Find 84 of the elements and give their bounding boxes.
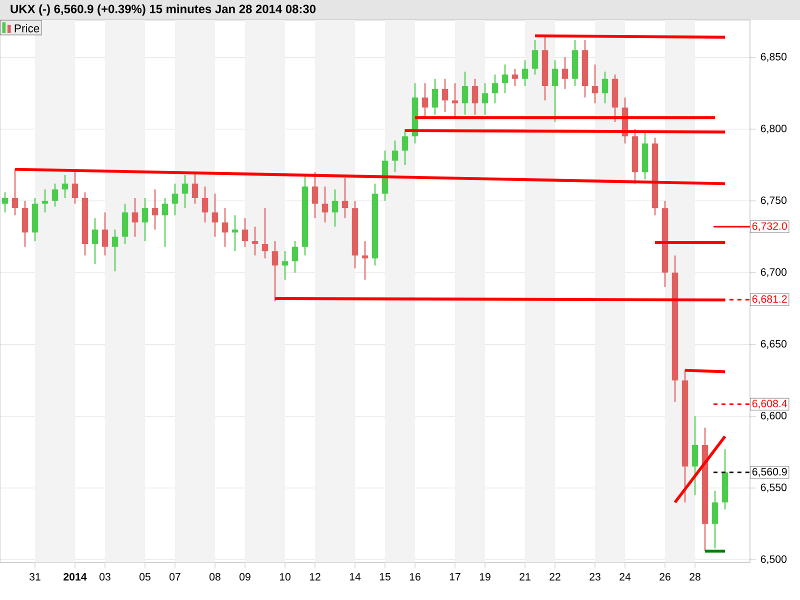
candlestick xyxy=(512,68,518,87)
x-tick-label: 24 xyxy=(620,573,631,580)
candlestick xyxy=(362,240,368,280)
candlestick xyxy=(12,168,18,216)
candlestick xyxy=(602,71,608,104)
candlestick xyxy=(332,188,338,228)
x-tick-label: 12 xyxy=(310,573,320,580)
x-tick-label: 2014 xyxy=(64,573,87,581)
candlestick xyxy=(52,183,58,208)
x-tick-label: 07 xyxy=(170,573,180,581)
x-tick-label: 03 xyxy=(100,573,110,581)
candlestick xyxy=(62,174,68,199)
x-tick-label: 19 xyxy=(480,573,490,581)
x-tick-label: 16 xyxy=(410,573,420,581)
candlestick xyxy=(252,226,258,256)
candlestick xyxy=(2,192,8,213)
x-tick-label: 17 xyxy=(450,573,460,580)
ref-line-label: 6,608.4 xyxy=(752,400,788,409)
x-tick-label: 10 xyxy=(280,573,290,581)
y-tick-label: 6,500 xyxy=(760,555,787,564)
candlestick xyxy=(462,71,468,116)
candlestick xyxy=(142,197,148,242)
candlestick xyxy=(472,78,478,116)
candlestick xyxy=(272,240,278,302)
ref-line-label: 6,732.0 xyxy=(752,222,787,232)
candlestick xyxy=(262,207,268,259)
candlestick xyxy=(492,74,498,104)
candlestick xyxy=(482,82,488,116)
candlestick xyxy=(132,197,138,238)
candlestick xyxy=(162,197,168,248)
candlestick xyxy=(452,82,458,118)
candlestick xyxy=(152,188,158,230)
candlestick xyxy=(562,56,568,90)
ref-line-label: 6,681.2 xyxy=(752,295,787,304)
candlestick xyxy=(92,218,98,265)
y-tick-label: 6,850 xyxy=(760,52,787,62)
ref-line-label: 6,560.9 xyxy=(752,468,787,477)
candlestick xyxy=(292,240,298,274)
candlestick xyxy=(552,60,558,123)
y-tick-label: 6,550 xyxy=(760,484,787,492)
candlestick xyxy=(42,188,48,213)
candlestick xyxy=(182,174,188,209)
candlestick xyxy=(422,82,428,118)
candlestick xyxy=(592,64,598,104)
candlestick xyxy=(522,60,528,87)
y-tick-label: 6,650 xyxy=(760,340,787,349)
y-tick-label: 6,800 xyxy=(760,124,787,134)
candlestick xyxy=(172,183,178,216)
candlestick xyxy=(112,229,118,272)
x-tick-label: 08 xyxy=(210,573,220,581)
candlestick xyxy=(242,218,248,248)
candlestick xyxy=(342,177,348,219)
x-tick-label: 28 xyxy=(690,573,700,581)
candlestick xyxy=(192,172,198,204)
y-tick-label: 6,700 xyxy=(760,268,787,278)
candlestick xyxy=(712,490,718,549)
candlestick xyxy=(402,128,408,166)
x-tick-label: 14 xyxy=(350,573,361,580)
candlestick xyxy=(312,172,318,219)
candlestick xyxy=(212,193,218,238)
y-tick-label: 6,750 xyxy=(760,196,787,206)
candlestick xyxy=(202,186,208,224)
candlestick xyxy=(392,140,398,173)
candlestick xyxy=(692,416,698,496)
x-tick-label: 21 xyxy=(520,573,530,580)
x-tick-label: 15 xyxy=(380,573,390,580)
x-tick-label: 22 xyxy=(550,573,560,580)
x-tick-label: 31 xyxy=(29,573,40,581)
candlestick xyxy=(432,78,438,116)
x-tick-label: 23 xyxy=(590,573,600,581)
candlestick xyxy=(102,212,108,256)
x-tick-label: 09 xyxy=(240,573,250,581)
chart-title: UKX (-) 6,560.9 (+0.39%) 15 minutes Jan 28 2014 08:30 xyxy=(10,4,316,16)
candlestick xyxy=(282,250,288,280)
candlestick xyxy=(442,78,448,112)
x-tick-label: 26 xyxy=(660,573,670,581)
candlestick xyxy=(322,186,328,224)
candlestick xyxy=(502,64,508,94)
candlestick xyxy=(222,207,228,248)
candlestick xyxy=(532,39,538,76)
x-tick-label: 05 xyxy=(140,573,150,581)
legend-label: Price xyxy=(14,24,40,32)
candlestick xyxy=(232,214,238,252)
y-tick-label: 6,600 xyxy=(760,412,787,421)
